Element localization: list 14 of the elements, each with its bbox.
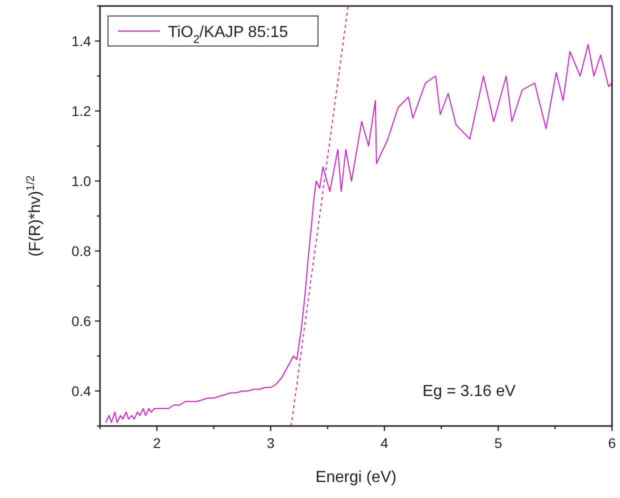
x-axis-title: Energi (eV) xyxy=(316,469,396,486)
y-tick-label: 0.8 xyxy=(72,243,92,259)
y-tick-label: 1.2 xyxy=(72,103,92,119)
y-tick-label: 0.6 xyxy=(72,313,92,329)
y-tick-label: 0.4 xyxy=(72,383,92,399)
y-tick-label: 1.0 xyxy=(72,173,92,189)
y-tick-label: 1.4 xyxy=(72,33,92,49)
legend-label: TiO$_{2}$/KAJP 85:15 xyxy=(168,24,288,46)
x-tick-label: 2 xyxy=(152,435,161,451)
x-tick-label: 3 xyxy=(266,435,275,451)
annotation: Eg = 3.16 eV xyxy=(422,383,516,400)
x-tick-label: 5 xyxy=(494,435,502,451)
x-tick-label: 6 xyxy=(608,435,616,451)
x-tick-label: 4 xyxy=(380,435,389,451)
